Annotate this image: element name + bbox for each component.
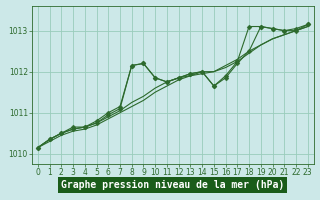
X-axis label: Graphe pression niveau de la mer (hPa): Graphe pression niveau de la mer (hPa)	[61, 180, 284, 190]
